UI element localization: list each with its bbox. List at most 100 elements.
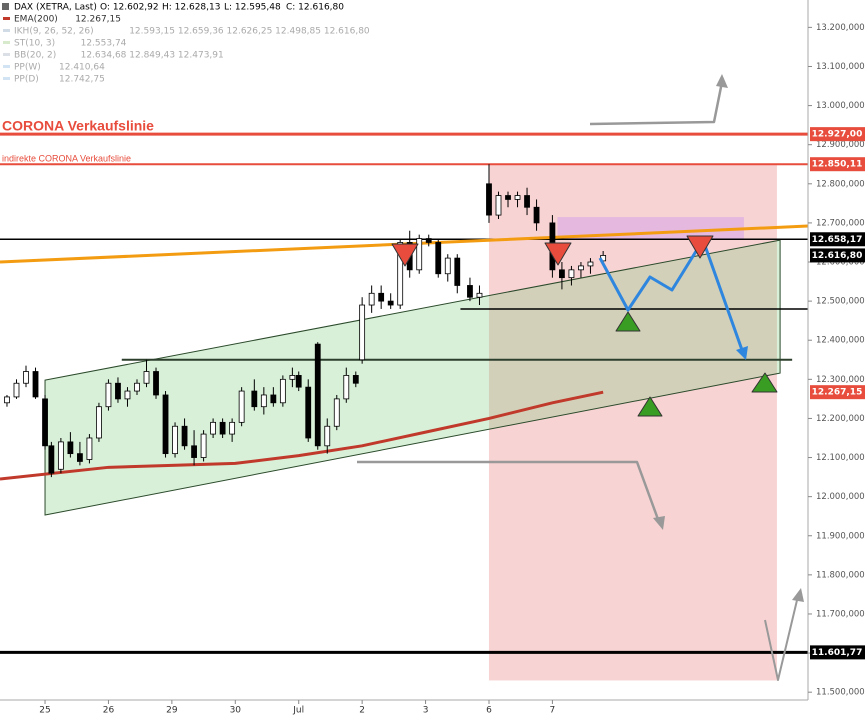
legend-name: EMA(200) [14,15,58,25]
candle-body [48,445,55,474]
candle-body [333,398,340,427]
price-box [810,248,865,263]
arrowhead [716,74,728,88]
candle-body [397,242,404,306]
legend-name: ST(10, 3) [14,39,55,49]
candle-body [495,195,502,216]
price-label: 12.658,17 [812,235,863,245]
candle-body [13,382,20,398]
y-tick-label: 13.100,000 [816,62,865,72]
x-tick-label: 6 [486,706,492,716]
candle-body [279,378,286,404]
y-tick-label: 12.300,000 [816,375,865,385]
price-box [810,157,865,172]
y-tick-label: 12.700,000 [816,218,865,228]
legend-value: 12.593,15 12.659,36 12.626,25 12.498,85 … [129,27,370,37]
ohlc-value: C: 12.616,80 [286,3,344,13]
candle-body [172,425,178,455]
ohlc-value: L: 12.595,48 [224,3,281,13]
candle-body [343,375,350,400]
price-box [810,645,865,660]
candle-body [305,386,312,439]
candle-body [324,425,331,447]
y-tick-label: 13.200,000 [816,23,865,33]
candle-body [454,257,461,286]
candle-body [260,394,267,408]
legend-value: 12.410,64 [59,63,105,73]
candle-body [314,343,321,447]
price-label: 11.601,77 [812,648,863,658]
legend-icon [3,17,10,20]
sell-marker [686,235,714,259]
sell-marker [544,242,572,266]
legend-name: IKH(9, 26, 52, 26) [14,27,94,37]
buy-marker [615,311,641,332]
x-tick-label: 7 [550,706,556,716]
candle-body [162,394,169,455]
legend-name: PP(D) [14,75,39,85]
legend-icon [2,3,9,10]
y-tick-label: 12.900,000 [816,140,865,150]
legend-value: 12.634,68 12.849,43 12.473,91 [81,51,224,61]
price-label: 12.927,00 [812,130,863,140]
legend-icon [3,53,10,56]
annotation: indirekte CORONA Verkaufslinie [2,153,131,163]
candle-body [368,292,375,306]
candle-body [115,382,121,400]
candle-body [251,390,258,408]
candle-body [96,406,102,439]
price-label: 12.267,15 [812,388,863,398]
overlay-line [0,390,604,481]
legend-name: PP(W) [14,63,41,73]
candle-body [425,238,432,243]
legend-value: 12.267,15 [75,15,121,25]
candle-body [587,261,594,267]
ohlc-value: H: 12.628,13 [162,3,220,13]
drawings [357,74,804,681]
candle-body [229,421,236,435]
legend: DAX (XETRA, Last) O: 12.602,92 H: 12.628,… [2,3,370,85]
candle-body [86,437,93,460]
x-tick-label: 30 [230,706,242,716]
candle-body [467,285,473,298]
arrowhead [653,516,665,530]
candle-body [4,396,10,404]
candle-body [23,371,29,384]
x-tick-label: 25 [39,706,50,716]
legend-title: DAX (XETRA, Last) [14,3,97,13]
price-label: 12.616,80 [812,251,863,261]
x-tick-label: 29 [166,706,178,716]
price-box [810,232,865,247]
legend-icon [3,65,10,68]
candle-body [219,421,226,435]
y-tick-label: 11.800,000 [816,570,865,580]
candle-body [533,206,540,224]
candle-body [387,300,394,306]
candle-body [378,292,385,302]
y-tick-label: 12.600,000 [816,258,865,268]
price-box [810,385,865,400]
buy-marker [637,396,663,417]
projection-path [598,238,744,351]
candle-body [559,269,565,279]
zone [488,164,777,681]
candle-body [514,195,521,200]
legend-icon [3,41,10,44]
sell-marker [391,243,419,267]
candle-body [181,425,188,447]
plot-area [0,132,808,681]
y-tick-label: 12.100,000 [816,453,865,463]
x-tick-label: 3 [423,706,429,716]
candle-body [435,242,442,275]
candle-body [67,441,74,455]
candle-body [416,238,423,271]
candle-body [270,394,277,404]
legend-name: BB(20, 2) [14,51,56,61]
y-tick-label: 11.500,000 [816,688,865,698]
y-tick-label: 12.000,000 [816,492,865,502]
candle-body [32,371,39,398]
candle-body [444,257,451,275]
arrowhead [736,346,748,360]
candle-body [289,375,296,380]
